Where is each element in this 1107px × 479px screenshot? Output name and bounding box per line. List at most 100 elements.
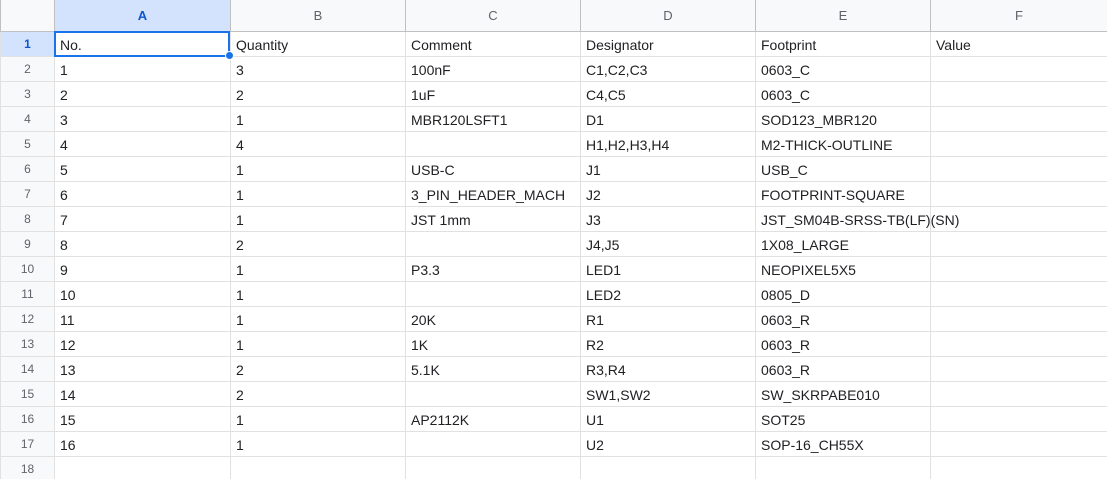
select-all-corner[interactable] [0, 0, 55, 32]
row-header-5[interactable]: 5 [0, 130, 55, 157]
cell-c4[interactable]: MBR120LSFT1 [405, 105, 581, 132]
cell-c9[interactable] [405, 230, 581, 257]
cell-c12[interactable]: 20K [405, 305, 581, 332]
column-header-e[interactable]: E [755, 0, 931, 32]
row-header-1[interactable]: 1 [0, 30, 55, 57]
cell-e14[interactable]: 0603_R [755, 355, 931, 382]
column-header-d[interactable]: D [580, 0, 756, 32]
cell-e2[interactable]: 0603_C [755, 55, 931, 82]
cell-b3[interactable]: 2 [230, 80, 406, 107]
cell-e13[interactable]: 0603_R [755, 330, 931, 357]
cell-a14[interactable]: 13 [54, 355, 231, 382]
cell-e5[interactable]: M2-THICK-OUTLINE [755, 130, 931, 157]
cell-a7[interactable]: 6 [54, 180, 231, 207]
cell-a1[interactable]: No. [54, 30, 231, 57]
cell-a13[interactable]: 12 [54, 330, 231, 357]
cell-e8[interactable]: JST_SM04B-SRSS-TB(LF)(SN) [755, 205, 959, 232]
row-header-16[interactable]: 16 [0, 405, 55, 432]
cell-d3[interactable]: C4,C5 [580, 80, 756, 107]
cell-c16[interactable]: AP2112K [405, 405, 581, 432]
cell-c6[interactable]: USB-C [405, 155, 581, 182]
cell-e3[interactable]: 0603_C [755, 80, 931, 107]
cell-f14[interactable] [930, 355, 1107, 382]
cell-e11[interactable]: 0805_D [755, 280, 931, 307]
cell-e10[interactable]: NEOPIXEL5X5 [755, 255, 931, 282]
cell-a18[interactable] [54, 455, 231, 479]
row-header-10[interactable]: 10 [0, 255, 55, 282]
cell-a16[interactable]: 15 [54, 405, 231, 432]
row-header-11[interactable]: 11 [0, 280, 55, 307]
cell-f9[interactable] [930, 230, 1107, 257]
cell-b17[interactable]: 1 [230, 430, 406, 457]
cell-c11[interactable] [405, 280, 581, 307]
cell-d10[interactable]: LED1 [580, 255, 756, 282]
cell-e9[interactable]: 1X08_LARGE [755, 230, 931, 257]
cell-b8[interactable]: 1 [230, 205, 406, 232]
column-header-c[interactable]: C [405, 0, 581, 32]
row-header-12[interactable]: 12 [0, 305, 55, 332]
column-header-b[interactable]: B [230, 0, 406, 32]
column-header-f[interactable]: F [930, 0, 1107, 32]
row-header-8[interactable]: 8 [0, 205, 55, 232]
cell-d16[interactable]: U1 [580, 405, 756, 432]
cell-d7[interactable]: J2 [580, 180, 756, 207]
row-header-4[interactable]: 4 [0, 105, 55, 132]
cell-f4[interactable] [930, 105, 1107, 132]
cell-c5[interactable] [405, 130, 581, 157]
cell-f10[interactable] [930, 255, 1107, 282]
cell-d2[interactable]: C1,C2,C3 [580, 55, 756, 82]
cell-a3[interactable]: 2 [54, 80, 231, 107]
cell-f6[interactable] [930, 155, 1107, 182]
cell-f5[interactable] [930, 130, 1107, 157]
cell-b1[interactable]: Quantity [230, 30, 406, 57]
cell-f15[interactable] [930, 380, 1107, 407]
cell-c3[interactable]: 1uF [405, 80, 581, 107]
cell-a17[interactable]: 16 [54, 430, 231, 457]
cell-f13[interactable] [930, 330, 1107, 357]
cell-b14[interactable]: 2 [230, 355, 406, 382]
cell-e18[interactable] [755, 455, 931, 479]
cell-b11[interactable]: 1 [230, 280, 406, 307]
cell-f18[interactable] [930, 455, 1107, 479]
cell-f1[interactable]: Value [930, 30, 1107, 57]
cell-b15[interactable]: 2 [230, 380, 406, 407]
cell-a8[interactable]: 7 [54, 205, 231, 232]
cell-c7[interactable]: 3_PIN_HEADER_MACH [405, 180, 581, 207]
row-header-15[interactable]: 15 [0, 380, 55, 407]
cell-c8[interactable]: JST 1mm [405, 205, 581, 232]
cell-b18[interactable] [230, 455, 406, 479]
cell-d6[interactable]: J1 [580, 155, 756, 182]
cell-b4[interactable]: 1 [230, 105, 406, 132]
row-header-14[interactable]: 14 [0, 355, 55, 382]
row-header-2[interactable]: 2 [0, 55, 55, 82]
cell-f16[interactable] [930, 405, 1107, 432]
cell-c17[interactable] [405, 430, 581, 457]
cell-b2[interactable]: 3 [230, 55, 406, 82]
row-header-9[interactable]: 9 [0, 230, 55, 257]
cell-f3[interactable] [930, 80, 1107, 107]
cell-c10[interactable]: P3.3 [405, 255, 581, 282]
cell-d11[interactable]: LED2 [580, 280, 756, 307]
column-header-a[interactable]: A [54, 0, 231, 32]
cell-d17[interactable]: U2 [580, 430, 756, 457]
cell-a2[interactable]: 1 [54, 55, 231, 82]
cell-a11[interactable]: 10 [54, 280, 231, 307]
cell-b13[interactable]: 1 [230, 330, 406, 357]
cell-c15[interactable] [405, 380, 581, 407]
cell-d15[interactable]: SW1,SW2 [580, 380, 756, 407]
cell-a4[interactable]: 3 [54, 105, 231, 132]
cell-e1[interactable]: Footprint [755, 30, 931, 57]
cell-e6[interactable]: USB_C [755, 155, 931, 182]
cell-a10[interactable]: 9 [54, 255, 231, 282]
cell-e15[interactable]: SW_SKRPABE010 [755, 380, 931, 407]
cell-b7[interactable]: 1 [230, 180, 406, 207]
row-header-6[interactable]: 6 [0, 155, 55, 182]
cell-c2[interactable]: 100nF [405, 55, 581, 82]
row-header-18[interactable]: 18 [0, 455, 55, 479]
cell-d14[interactable]: R3,R4 [580, 355, 756, 382]
cell-b10[interactable]: 1 [230, 255, 406, 282]
cell-d1[interactable]: Designator [580, 30, 756, 57]
cell-f11[interactable] [930, 280, 1107, 307]
fill-handle[interactable] [225, 51, 234, 60]
